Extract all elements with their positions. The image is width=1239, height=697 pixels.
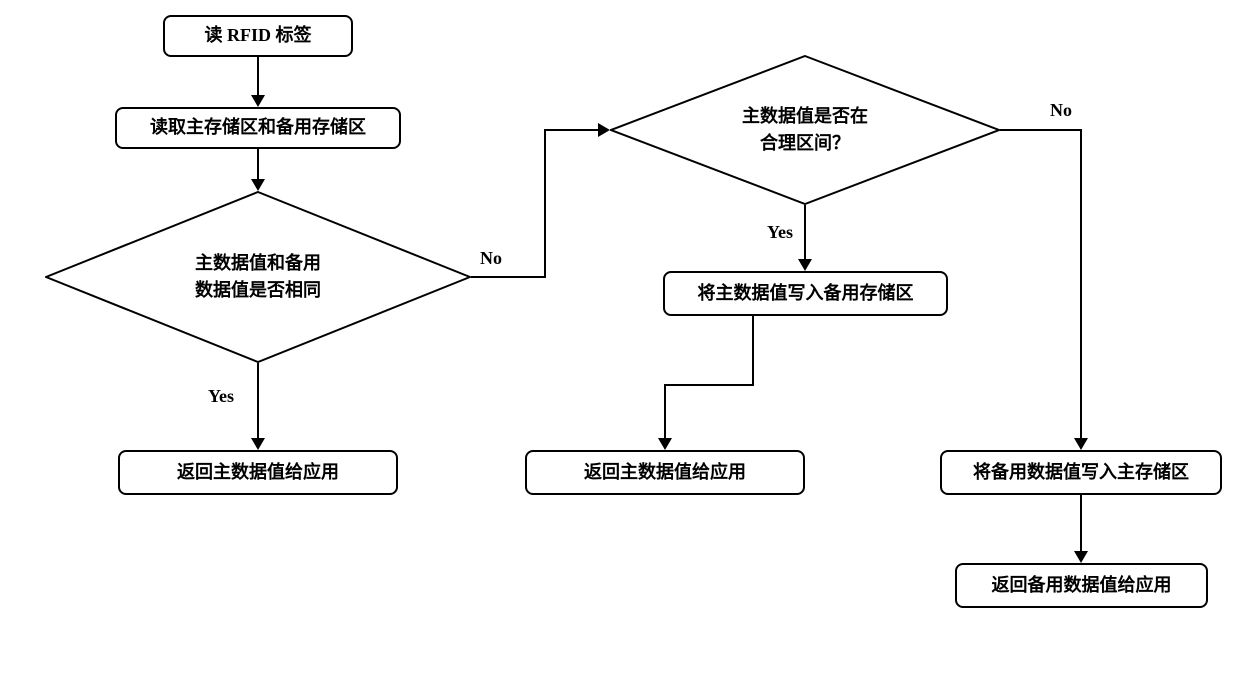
edge [752,316,754,385]
edge-label-no: No [1050,100,1072,121]
node-return-backup: 返回备用数据值给应用 [955,563,1208,608]
node-return-main-1: 返回主数据值给应用 [118,450,398,495]
edge-label-no: No [480,248,502,269]
edge [804,205,806,261]
node-write-backup-to-main: 将备用数据值写入主存储区 [940,450,1222,495]
edge [664,384,666,440]
edge [257,57,259,97]
edge [1080,495,1082,553]
node-label: 将备用数据值写入主存储区 [973,460,1189,485]
node-label: 读取主存储区和备用存储区 [150,115,366,140]
edge [544,129,546,278]
decision-label: 主数据值和备用 数据值是否相同 [195,250,321,304]
edge-label-yes: Yes [767,222,793,243]
node-write-main-to-backup: 将主数据值写入备用存储区 [663,271,948,316]
decision-label: 主数据值是否在 合理区间？ [742,103,868,157]
node-label: 将主数据值写入备用存储区 [698,281,914,306]
edge [1080,129,1082,440]
node-label: 返回备用数据值给应用 [992,573,1172,598]
edge [664,384,754,386]
edge [471,276,545,278]
arrow-head-icon [798,259,812,271]
edge [1000,129,1082,131]
node-label: 读 RFID 标签 [205,23,312,48]
arrow-head-icon [1074,438,1088,450]
decision-values-equal: 主数据值和备用 数据值是否相同 [45,191,471,363]
edge [544,129,600,131]
arrow-head-icon [251,438,265,450]
node-read-storage: 读取主存储区和备用存储区 [115,107,401,149]
node-label: 返回主数据值给应用 [584,460,746,485]
node-return-main-2: 返回主数据值给应用 [525,450,805,495]
arrow-head-icon [1074,551,1088,563]
arrow-head-icon [251,95,265,107]
node-read-rfid: 读 RFID 标签 [163,15,353,57]
edge [257,149,259,181]
arrow-head-icon [598,123,610,137]
edge-label-yes: Yes [208,386,234,407]
decision-value-in-range: 主数据值是否在 合理区间？ [610,55,1000,205]
edge [257,363,259,440]
node-label: 返回主数据值给应用 [177,460,339,485]
arrow-head-icon [251,179,265,191]
arrow-head-icon [658,438,672,450]
